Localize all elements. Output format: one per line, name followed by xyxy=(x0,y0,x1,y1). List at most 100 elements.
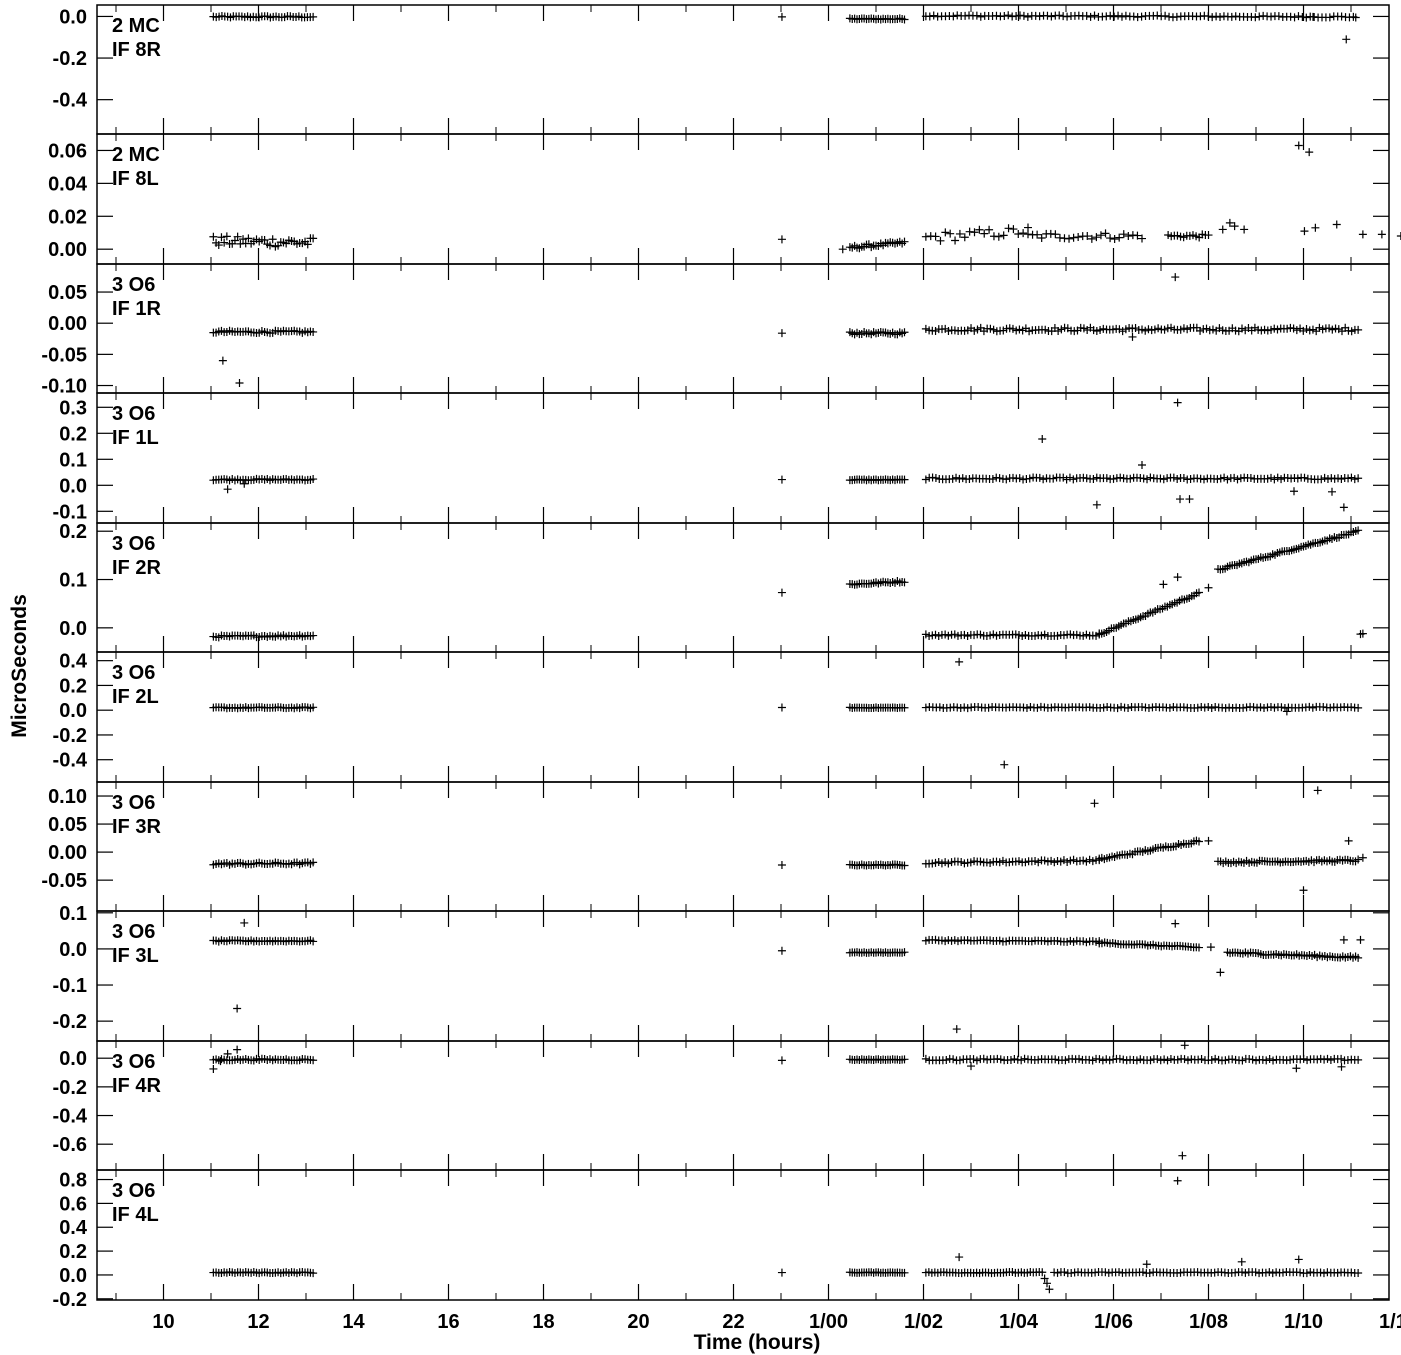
y-tick-label: -0.4 xyxy=(53,750,88,772)
data-point xyxy=(1342,35,1351,44)
x-tick-label: 14 xyxy=(342,1311,365,1333)
x-tick-label: 1/06 xyxy=(1094,1311,1133,1333)
data-point xyxy=(1277,703,1286,712)
data-point xyxy=(777,235,786,244)
data-point xyxy=(1176,495,1184,504)
data-point xyxy=(972,1056,981,1065)
x-tick-label: 1/12 xyxy=(1379,1311,1401,1333)
data-point xyxy=(838,245,847,254)
panel-label-line1: 3 O6 xyxy=(112,533,155,555)
data-point xyxy=(900,578,909,587)
data-point xyxy=(1173,475,1182,484)
data-point xyxy=(1137,12,1146,21)
data-point xyxy=(1204,583,1213,592)
data-point xyxy=(1099,703,1108,712)
panel-frame xyxy=(96,4,1390,135)
data-point xyxy=(1263,474,1272,483)
data-point xyxy=(1195,588,1203,597)
data-point xyxy=(1101,229,1110,238)
data-point xyxy=(1075,1054,1084,1063)
data-point xyxy=(1339,935,1348,944)
data-point xyxy=(1161,11,1170,20)
data-point xyxy=(1114,11,1123,20)
panel-frame xyxy=(96,263,1390,394)
panel-label-line2: IF 3R xyxy=(112,816,161,838)
data-point xyxy=(1204,703,1213,712)
data-point xyxy=(1327,474,1336,483)
panel-label-line1: 3 O6 xyxy=(112,1180,155,1202)
data-point xyxy=(1204,231,1213,240)
data-point xyxy=(1292,1064,1301,1073)
data-point xyxy=(1316,1054,1325,1063)
data-point xyxy=(1119,230,1128,239)
panel-label-line2: IF 1L xyxy=(112,427,159,449)
data-point xyxy=(952,473,961,482)
data-point xyxy=(214,241,223,250)
data-point xyxy=(1124,232,1133,241)
data-point xyxy=(216,1057,225,1066)
data-point xyxy=(1240,225,1249,234)
data-point xyxy=(1159,580,1168,589)
y-tick-label: -0.4 xyxy=(53,90,88,112)
panel-frame xyxy=(96,1169,1390,1301)
data-point xyxy=(1216,968,1225,977)
data-point xyxy=(1354,703,1363,712)
data-point xyxy=(1290,487,1298,496)
y-tick-label: 0.00 xyxy=(48,842,87,864)
data-point xyxy=(1015,474,1024,483)
data-point xyxy=(239,235,248,244)
data-point xyxy=(1117,702,1126,711)
x-axis-title: Time (hours) xyxy=(694,1331,821,1354)
data-point xyxy=(1267,473,1275,482)
data-point xyxy=(1025,474,1034,483)
panel-frame xyxy=(96,392,1390,524)
data-point xyxy=(1053,1268,1062,1277)
y-tick-label: 0.0 xyxy=(59,939,87,961)
data-point xyxy=(949,12,958,21)
data-point xyxy=(1115,1268,1124,1277)
y-tick-label: -0.10 xyxy=(41,376,87,398)
data-point xyxy=(1110,12,1119,21)
data-point xyxy=(941,228,950,237)
data-point xyxy=(309,631,318,640)
data-point xyxy=(1228,1055,1237,1064)
panel-label-line2: IF 2R xyxy=(112,557,161,579)
data-point xyxy=(223,485,232,494)
data-point xyxy=(960,703,969,712)
data-point xyxy=(931,232,940,241)
data-point xyxy=(1102,474,1111,483)
data-point xyxy=(1010,1054,1019,1063)
data-point xyxy=(942,1056,951,1065)
data-point xyxy=(1337,1054,1346,1063)
data-point xyxy=(1014,229,1023,238)
data-point xyxy=(960,233,969,242)
data-point xyxy=(1038,1268,1047,1277)
data-point xyxy=(1105,1056,1114,1065)
y-tick-label: -0.05 xyxy=(41,344,87,366)
data-point xyxy=(1238,1056,1247,1065)
data-point xyxy=(1290,13,1299,22)
data-point xyxy=(955,474,964,483)
data-point xyxy=(1023,12,1032,21)
data-point xyxy=(777,946,786,955)
data-point xyxy=(949,1055,958,1064)
data-point xyxy=(1270,475,1279,484)
data-point xyxy=(1303,1056,1312,1065)
data-point xyxy=(955,1056,964,1065)
data-point xyxy=(209,1064,218,1073)
data-point xyxy=(1159,475,1168,484)
data-point xyxy=(233,1004,242,1013)
data-point xyxy=(1251,1268,1260,1277)
panel-label-line1: 3 O6 xyxy=(112,403,155,425)
data-point xyxy=(1083,232,1092,241)
data-point xyxy=(1102,1055,1111,1064)
y-tick-label: 0.2 xyxy=(59,423,87,445)
data-point xyxy=(1344,836,1353,845)
data-point xyxy=(1038,435,1047,444)
y-tick-label: -0.1 xyxy=(53,975,87,997)
data-point xyxy=(1282,707,1291,716)
data-point xyxy=(1000,760,1009,769)
data-point xyxy=(965,227,974,236)
data-point xyxy=(777,703,786,712)
data-point xyxy=(1106,234,1115,243)
